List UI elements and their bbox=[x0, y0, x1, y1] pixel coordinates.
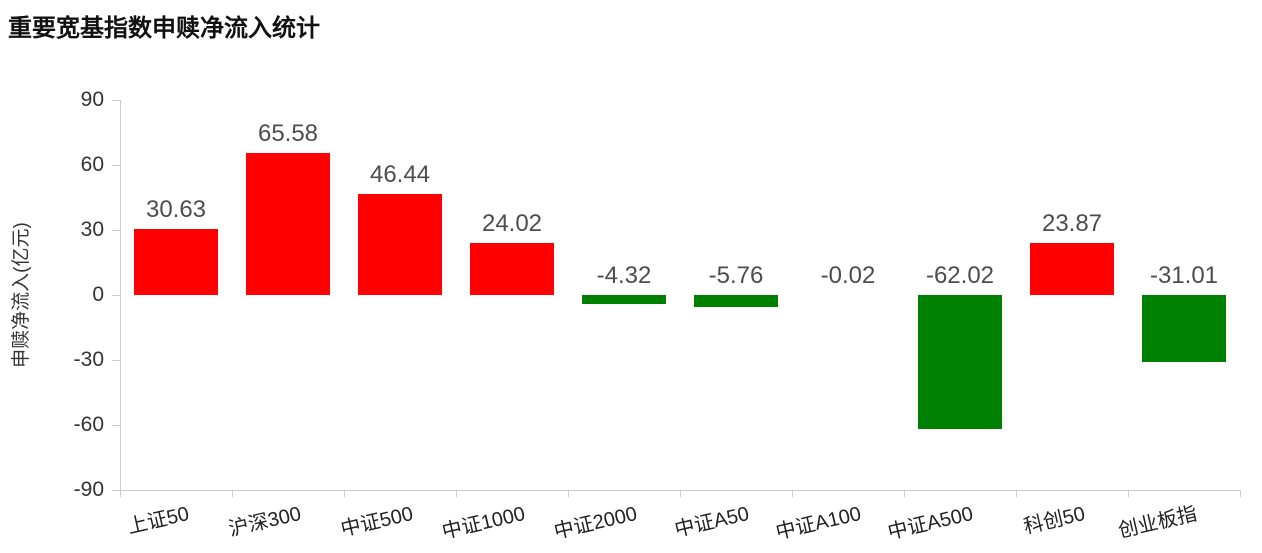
x-axis-label: 沪深300 bbox=[179, 502, 303, 553]
y-tick-mark bbox=[112, 100, 120, 101]
value-label: -31.01 bbox=[1104, 262, 1262, 290]
x-tick-mark bbox=[792, 490, 793, 497]
bar-中证1000[interactable] bbox=[470, 243, 554, 295]
y-tick-mark bbox=[112, 295, 120, 296]
y-tick-mark bbox=[112, 360, 120, 361]
x-tick-mark bbox=[120, 490, 121, 497]
y-tick-mark bbox=[112, 490, 120, 491]
bar-中证A50[interactable] bbox=[694, 295, 778, 307]
x-axis-label: 中证2000 bbox=[515, 502, 639, 553]
y-tick-mark bbox=[112, 165, 120, 166]
x-tick-mark bbox=[456, 490, 457, 497]
bar-沪深300[interactable] bbox=[246, 153, 330, 295]
value-label: 30.63 bbox=[96, 196, 256, 224]
y-tick-label: -30 bbox=[42, 346, 104, 374]
y-tick-label: 60 bbox=[42, 151, 104, 179]
x-axis-label: 中证A100 bbox=[739, 502, 863, 553]
y-tick-label: 0 bbox=[42, 281, 104, 309]
x-tick-mark bbox=[232, 490, 233, 497]
x-axis-label: 科创50 bbox=[963, 502, 1087, 553]
x-axis-label: 中证1000 bbox=[403, 502, 527, 553]
bar-创业板指[interactable] bbox=[1142, 295, 1226, 362]
bar-科创50[interactable] bbox=[1030, 243, 1114, 295]
y-tick-label: 90 bbox=[42, 86, 104, 114]
y-axis-line bbox=[120, 100, 121, 490]
x-tick-mark bbox=[680, 490, 681, 497]
y-tick-label: -60 bbox=[42, 411, 104, 439]
x-tick-mark bbox=[1016, 490, 1017, 497]
y-tick-mark bbox=[112, 230, 120, 231]
value-label: 24.02 bbox=[432, 210, 592, 238]
y-tick-label: -90 bbox=[42, 476, 104, 504]
x-tick-mark bbox=[344, 490, 345, 497]
bar-上证50[interactable] bbox=[134, 229, 218, 295]
x-axis-label: 中证500 bbox=[291, 502, 415, 553]
x-tick-mark bbox=[1128, 490, 1129, 497]
y-tick-mark bbox=[112, 425, 120, 426]
y-axis-title: 申赎净流入(亿元) bbox=[9, 185, 35, 405]
value-label: 23.87 bbox=[992, 210, 1152, 238]
value-label: 65.58 bbox=[208, 120, 368, 148]
value-label: 46.44 bbox=[320, 161, 480, 189]
x-axis-label: 中证A50 bbox=[627, 502, 751, 553]
x-axis-label: 上证50 bbox=[67, 502, 191, 553]
x-axis-label: 中证A500 bbox=[851, 502, 975, 553]
bar-中证2000[interactable] bbox=[582, 295, 666, 304]
x-tick-mark bbox=[904, 490, 905, 497]
x-tick-mark bbox=[568, 490, 569, 497]
bar-中证A500[interactable] bbox=[918, 295, 1002, 429]
bar-中证500[interactable] bbox=[358, 194, 442, 295]
y-tick-label: 30 bbox=[42, 216, 104, 244]
value-label: -62.02 bbox=[880, 262, 1040, 290]
x-tick-mark bbox=[1240, 490, 1241, 497]
x-axis-label: 创业板指 bbox=[1075, 502, 1199, 553]
